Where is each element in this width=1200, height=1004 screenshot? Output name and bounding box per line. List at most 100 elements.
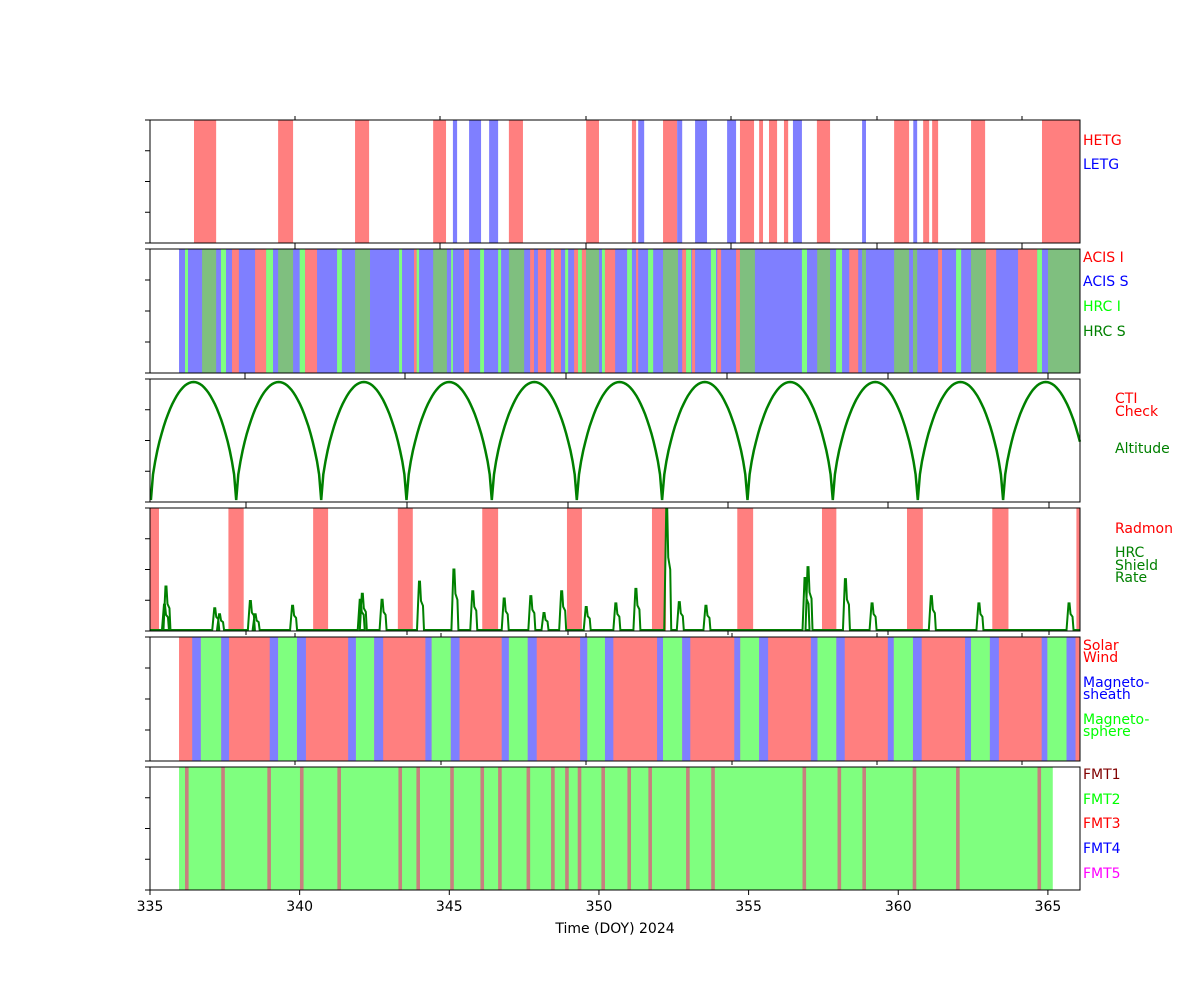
letg-band: [862, 120, 866, 243]
instrument-legend-label: ACIS I: [1083, 250, 1124, 266]
hrc-i-band: [627, 249, 632, 373]
fmt2-band: [179, 767, 1053, 890]
magnetosheath-band: [1066, 637, 1076, 761]
magnetosheath-band: [734, 637, 741, 761]
acis-i-band: [305, 249, 318, 373]
hrc-i-band: [710, 249, 717, 373]
radiation-legend-label: HRC: [1115, 545, 1145, 561]
fmt1-mark: [398, 767, 403, 890]
letg-band: [727, 120, 737, 243]
environment-legend-label: Solar: [1083, 638, 1119, 654]
fmt1-mark: [337, 767, 341, 890]
hrc-i-band: [416, 249, 420, 373]
magnetosheath-band: [1041, 637, 1048, 761]
magnetosphere-band: [817, 637, 837, 761]
hetg-band: [194, 120, 217, 243]
hrc-s-band: [663, 249, 679, 373]
acis-i-band: [537, 249, 547, 373]
x-tick-label: 360: [885, 899, 912, 915]
altitude-legend-label: Check: [1115, 404, 1159, 420]
fmt1-mark: [565, 767, 569, 890]
hrc-i-band: [836, 249, 843, 373]
fmt1-mark: [802, 767, 807, 890]
hrc-i-band: [551, 249, 555, 373]
fmt1-mark: [267, 767, 271, 890]
fmt1-mark: [862, 767, 866, 890]
magnetosheath-band: [810, 637, 818, 761]
chart-marks: [149, 120, 1082, 890]
letg-band: [489, 120, 499, 243]
radmon-band: [150, 508, 159, 631]
radmon-band: [1076, 508, 1080, 631]
format-legend-label: FMT2: [1083, 792, 1121, 808]
magnetosheath-band: [296, 637, 306, 761]
acis-i-band: [986, 249, 997, 373]
fmt1-mark: [686, 767, 690, 890]
magnetosphere-band: [971, 637, 990, 761]
acis-i-band: [232, 249, 239, 373]
magnetosphere-band: [740, 637, 760, 761]
acis-i-band: [692, 249, 696, 373]
magnetosheath-band: [965, 637, 972, 761]
hetg-band: [894, 120, 910, 243]
hrc-i-band: [498, 249, 502, 373]
hetg-band: [586, 120, 599, 243]
radiation-legend-label: Shield: [1115, 558, 1158, 574]
radmon-band: [906, 508, 923, 631]
magnetosphere-band: [431, 637, 451, 761]
magnetosheath-band: [989, 637, 999, 761]
instrument-legend-label: HRC I: [1083, 299, 1121, 315]
letg-band: [638, 120, 645, 243]
acis-i-band: [636, 249, 639, 373]
hrc-i-band: [956, 249, 962, 373]
fmt1-mark: [299, 767, 304, 890]
fmt1-mark: [627, 767, 632, 890]
hetg-band: [663, 120, 678, 243]
hetg-band: [759, 120, 764, 243]
acis-i-band: [255, 249, 267, 373]
fmt1-mark: [480, 767, 485, 890]
hrc-i-band: [686, 249, 692, 373]
format-legend-label: FMT3: [1083, 816, 1121, 832]
radmon-band: [228, 508, 244, 631]
hetg-band: [783, 120, 789, 243]
hrc-s-band: [1047, 249, 1080, 373]
environment-legend-label: sphere: [1083, 724, 1131, 740]
fmt1-mark: [450, 767, 454, 890]
hrc-s-band: [586, 249, 599, 373]
format-legend-label: FMT4: [1083, 841, 1121, 857]
hrc-s-band: [912, 249, 918, 373]
environment-legend-label: Magneto-: [1083, 675, 1149, 691]
magnetosheath-band: [374, 637, 384, 761]
magnetosheath-band: [192, 637, 201, 761]
hetg-band: [1041, 120, 1080, 243]
hrc-i-band: [337, 249, 342, 373]
magnetosheath-band: [221, 637, 230, 761]
acis-i-band: [414, 249, 417, 373]
hetg-band: [932, 120, 939, 243]
hetg-band: [433, 120, 447, 243]
grating-legend-label: LETG: [1083, 157, 1119, 173]
hrc-i-band: [601, 249, 605, 373]
hrc-i-band: [480, 249, 485, 373]
magnetosheath-band: [450, 637, 460, 761]
chart-axes: 335 340 345 350 355 360 365: [137, 116, 1081, 915]
magnetosheath-band: [604, 637, 614, 761]
radmon-band: [313, 508, 329, 631]
fmt1-mark: [498, 767, 502, 890]
x-tick-label: 340: [286, 899, 313, 915]
acis-i-band: [530, 249, 535, 373]
radmon-band: [397, 508, 413, 631]
magnetosheath-band: [269, 637, 279, 761]
hrc-i-band: [299, 249, 306, 373]
magnetosheath-band: [759, 637, 769, 761]
magnetosphere-band: [893, 637, 913, 761]
hetg-band: [355, 120, 370, 243]
hrc-i-band: [185, 249, 189, 373]
radmon-band: [737, 508, 754, 631]
grating-legend-label: HETG: [1083, 133, 1122, 149]
hrc-i-band: [220, 249, 227, 373]
hetg-band: [278, 120, 294, 243]
letg-band: [913, 120, 918, 243]
